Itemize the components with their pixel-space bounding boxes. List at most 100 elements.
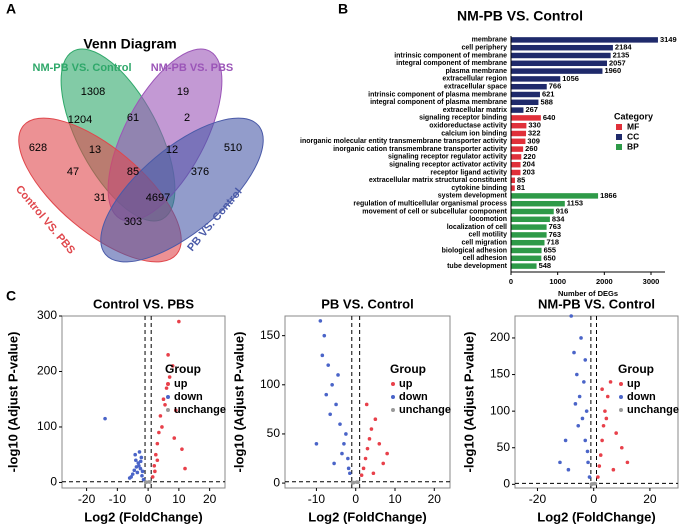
bar	[511, 122, 527, 129]
point	[601, 423, 606, 428]
point	[172, 436, 177, 440]
bar-value: 203	[522, 167, 535, 176]
point	[600, 387, 604, 391]
point	[381, 461, 386, 466]
bar	[511, 239, 545, 246]
point	[129, 475, 133, 479]
y-tick-label: 0	[50, 475, 57, 489]
point	[363, 456, 368, 461]
bar	[511, 91, 540, 98]
point	[369, 427, 374, 431]
bar	[511, 263, 537, 269]
point	[155, 458, 160, 463]
bar-value: 85	[517, 175, 525, 184]
point	[589, 482, 594, 486]
legend-label: down	[399, 391, 428, 403]
y-tick-label: cell adhesion	[463, 255, 507, 262]
venn-count: 1204	[68, 114, 92, 126]
venn-count: 2	[184, 112, 190, 124]
venn-count: 628	[29, 142, 47, 154]
point	[619, 445, 624, 450]
point	[322, 333, 327, 338]
legend-swatch	[166, 395, 170, 399]
bar-value: 3149	[660, 35, 677, 44]
legend-label: unchange	[627, 404, 679, 416]
y-tick-label: extracellular space	[444, 84, 507, 91]
y-axis-label: -log10 (Adjust P-value)	[231, 332, 246, 473]
point	[575, 372, 579, 377]
point	[141, 477, 146, 482]
legend-swatch	[619, 395, 623, 399]
point	[593, 481, 598, 486]
y-tick-label: localization of cell	[447, 224, 507, 231]
point	[350, 481, 355, 485]
y-tick-label: 100	[490, 403, 510, 417]
point	[344, 432, 348, 436]
legend-label: unchange	[174, 404, 226, 416]
bar-value: 81	[517, 183, 525, 192]
point	[582, 380, 586, 384]
venn-count: 31	[94, 192, 106, 204]
y-tick-label: 200	[37, 364, 57, 378]
y-tick-label: 50	[497, 440, 511, 454]
plot-frame	[284, 315, 451, 489]
y-tick-label: cell motility	[468, 232, 507, 239]
venn-count: 376	[191, 166, 209, 178]
y-tick-label: 200	[490, 330, 510, 344]
legend-label: MF	[627, 121, 639, 131]
panel-label: B	[338, 1, 348, 17]
bar	[511, 107, 524, 113]
point	[157, 430, 161, 435]
point	[180, 447, 184, 451]
x-tick-label: -10	[109, 492, 127, 506]
point	[371, 471, 376, 476]
bar	[511, 247, 542, 254]
point	[385, 451, 389, 456]
venn-count: 47	[67, 166, 79, 178]
y-tick-label: cell migration	[461, 240, 507, 247]
legend-swatch	[391, 408, 395, 412]
venn-set	[100, 117, 264, 263]
bar	[511, 52, 611, 59]
bar	[511, 161, 521, 168]
y-tick-label: 0	[273, 475, 280, 489]
legend-title: Group	[390, 362, 426, 376]
point	[611, 467, 616, 472]
bar	[511, 169, 521, 176]
bar-value: 548	[539, 261, 552, 270]
bar	[511, 232, 547, 238]
point	[566, 467, 571, 472]
point	[583, 358, 588, 362]
x-tick-label: 1000	[549, 277, 566, 286]
point	[183, 466, 187, 471]
y-tick-label: 150	[260, 328, 280, 342]
point	[580, 416, 585, 421]
point	[577, 394, 582, 399]
point	[579, 336, 583, 340]
x-tick-label: 10	[172, 492, 186, 506]
venn-count: 303	[124, 216, 142, 228]
point	[377, 441, 382, 446]
point	[103, 416, 107, 421]
point	[328, 412, 332, 417]
point	[340, 451, 344, 456]
point	[134, 458, 138, 463]
x-tick-label: 20	[428, 492, 442, 506]
point	[140, 473, 144, 478]
bar-value: 220	[523, 152, 536, 161]
venn-set-label: NM-PB VS. Control	[33, 62, 132, 74]
bar	[511, 216, 550, 223]
venn-title: Venn Diagram	[83, 36, 176, 52]
panel-label: A	[6, 1, 16, 17]
point	[326, 363, 331, 367]
point	[573, 402, 578, 406]
x-tick-label: -10	[308, 492, 326, 506]
y-tick-label: tube development	[447, 263, 508, 270]
y-tick-label: cytokine binding	[451, 185, 507, 192]
point	[587, 475, 592, 479]
point	[342, 441, 346, 446]
point	[346, 456, 350, 461]
point	[598, 453, 603, 457]
x-tick-label: 2000	[596, 277, 613, 286]
panel-label: C	[6, 288, 16, 304]
